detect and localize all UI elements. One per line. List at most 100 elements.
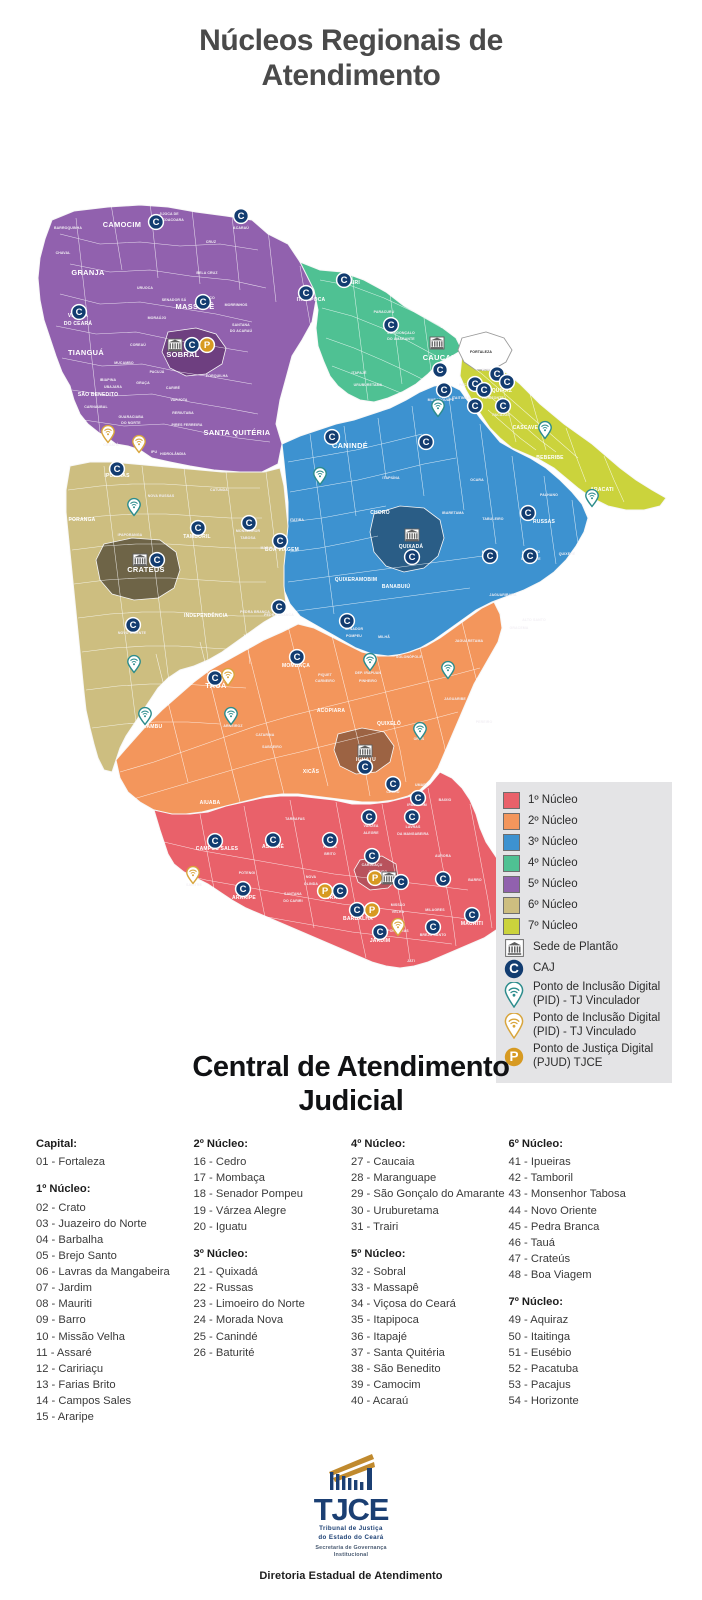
svg-text:VELHA: VELHA	[392, 910, 405, 914]
legend-item-sede-plantao[interactable]: Sede de Plantão	[503, 938, 665, 958]
legend-label: 1º Núcleo	[528, 793, 578, 806]
caj-icon[interactable]	[240, 514, 258, 531]
legend-item-nucleo-7[interactable]: 7º Núcleo	[503, 917, 665, 937]
svg-text:VÁRZEA: VÁRZEA	[363, 823, 378, 828]
list-item: 48 - Boa Viagem	[508, 1269, 592, 1282]
legend-item-caj[interactable]: C CAJ	[503, 959, 665, 979]
caj-icon[interactable]	[331, 882, 349, 899]
caj-icon[interactable]	[409, 789, 427, 806]
map-regions[interactable]	[37, 197, 667, 969]
pid-vinculador-icon[interactable]	[138, 706, 152, 725]
region-nucleo-7[interactable]	[459, 354, 667, 511]
courthouse-icon[interactable]	[404, 528, 420, 542]
caj-icon[interactable]	[108, 460, 126, 477]
caj-icon[interactable]	[384, 775, 402, 792]
caj-icon[interactable]	[264, 831, 282, 848]
list-item: 39 - Camocim	[351, 1378, 421, 1391]
caj-icon[interactable]	[321, 831, 339, 848]
courthouse-icon[interactable]	[167, 338, 183, 352]
legend-item-nucleo-5[interactable]: 5º Núcleo	[503, 875, 665, 895]
caj-icon[interactable]	[417, 433, 435, 450]
caj-icon[interactable]	[363, 847, 381, 864]
pjud-icon[interactable]	[363, 901, 381, 918]
courthouse-icon[interactable]	[132, 553, 148, 567]
map-svg[interactable]: C P	[0, 94, 702, 1004]
caj-icon[interactable]	[356, 758, 374, 775]
caj-icon[interactable]	[323, 428, 341, 445]
svg-text:CAUCAIA: CAUCAIA	[423, 353, 460, 362]
caj-icon[interactable]	[271, 532, 289, 549]
svg-text:ARNEIROZ: ARNEIROZ	[223, 724, 243, 728]
caj-icon[interactable]	[194, 293, 212, 310]
caj-icon[interactable]	[189, 519, 207, 536]
caj-icon[interactable]	[494, 397, 512, 414]
legend-item-pid-vinculado[interactable]: Ponto de Inclusão Digital (PID) - TJ Vin…	[503, 1011, 665, 1041]
caj-icon[interactable]	[270, 598, 288, 615]
legend-item-pjud[interactable]: P Ponto de Justiça Digital (PJUD) TJCE	[503, 1042, 665, 1072]
svg-text:CANINDÉ: CANINDÉ	[332, 441, 368, 450]
tjce-logo-word: TJCE	[313, 1492, 390, 1527]
caj-icon[interactable]	[521, 547, 539, 564]
region-nucleo-6[interactable]	[65, 461, 289, 773]
caj-icon[interactable]	[360, 808, 378, 825]
legend-item-nucleo-2[interactable]: 2º Núcleo	[503, 812, 665, 832]
list-item: 53 - Pacajus	[508, 1378, 571, 1391]
caj-icon[interactable]	[297, 284, 315, 301]
svg-text:OCARA: OCARA	[470, 478, 484, 482]
pid-vinculado-icon[interactable]	[186, 865, 200, 884]
region-nucleo-4[interactable]	[298, 260, 463, 403]
legend-item-nucleo-4[interactable]: 4º Núcleo	[503, 854, 665, 874]
caj-icon[interactable]	[392, 873, 410, 890]
caj-icon[interactable]	[147, 213, 165, 230]
caj-icon[interactable]	[232, 207, 250, 224]
caj-icon[interactable]	[288, 648, 306, 665]
caj-icon[interactable]	[431, 361, 449, 378]
svg-text:SANTANA: SANTANA	[232, 323, 250, 327]
legend-item-nucleo-6[interactable]: 6º Núcleo	[503, 896, 665, 916]
svg-text:BELA CRUZ: BELA CRUZ	[196, 271, 218, 275]
caj-icon[interactable]	[348, 901, 366, 918]
svg-text:SABOEIRO: SABOEIRO	[262, 745, 282, 749]
caj-icon[interactable]	[424, 918, 442, 935]
caj-icon[interactable]	[206, 832, 224, 849]
svg-text:MASSAPÊ: MASSAPÊ	[176, 302, 215, 311]
municipality-fortaleza[interactable]	[457, 331, 513, 371]
svg-text:CHORÓ: CHORÓ	[370, 508, 390, 516]
caj-icon[interactable]	[371, 923, 389, 940]
group-heading: 5º Núcleo:	[351, 1247, 406, 1260]
caj-icon[interactable]	[435, 381, 453, 398]
caj-icon[interactable]	[234, 880, 252, 897]
pjud-icon[interactable]	[366, 869, 384, 886]
region-nucleo-2[interactable]	[115, 600, 503, 815]
svg-text:RUSSAS: RUSSAS	[533, 519, 556, 525]
legend-item-pid-vinculador[interactable]: Ponto de Inclusão Digital (PID) - TJ Vin…	[503, 980, 665, 1010]
caj-icon[interactable]	[463, 906, 481, 923]
caj-icon[interactable]	[403, 808, 421, 825]
svg-text:MORAÚJO: MORAÚJO	[148, 315, 167, 320]
pid-vinculador-icon[interactable]	[585, 488, 599, 507]
courthouse-icon[interactable]	[357, 744, 373, 758]
svg-text:PARAMBU: PARAMBU	[136, 724, 163, 730]
pjud-icon[interactable]	[316, 882, 334, 899]
caj-icon[interactable]	[338, 612, 356, 629]
ceara-map[interactable]: C P	[0, 94, 702, 1083]
caj-icon[interactable]	[70, 303, 88, 320]
courthouse-icon[interactable]	[429, 336, 445, 350]
pjud-icon[interactable]	[198, 336, 216, 353]
caj-icon[interactable]	[206, 669, 224, 686]
list-item: 22 - Russas	[193, 1282, 254, 1295]
caj-icon[interactable]	[382, 316, 400, 333]
caj-icon[interactable]	[466, 397, 484, 414]
caj-icon[interactable]	[148, 551, 166, 568]
caj-icon[interactable]	[403, 548, 421, 565]
caj-icon[interactable]	[434, 870, 452, 887]
legend-item-nucleo-1[interactable]: 1º Núcleo	[503, 791, 665, 811]
caj-icon[interactable]	[335, 271, 353, 288]
caj-icon[interactable]	[475, 381, 493, 398]
caj-icon[interactable]	[498, 373, 516, 390]
caj-icon[interactable]	[481, 547, 499, 564]
legend-item-nucleo-3[interactable]: 3º Núcleo	[503, 833, 665, 853]
caj-icon[interactable]	[124, 616, 142, 633]
caj-icon[interactable]	[183, 336, 201, 353]
caj-icon[interactable]	[519, 504, 537, 521]
